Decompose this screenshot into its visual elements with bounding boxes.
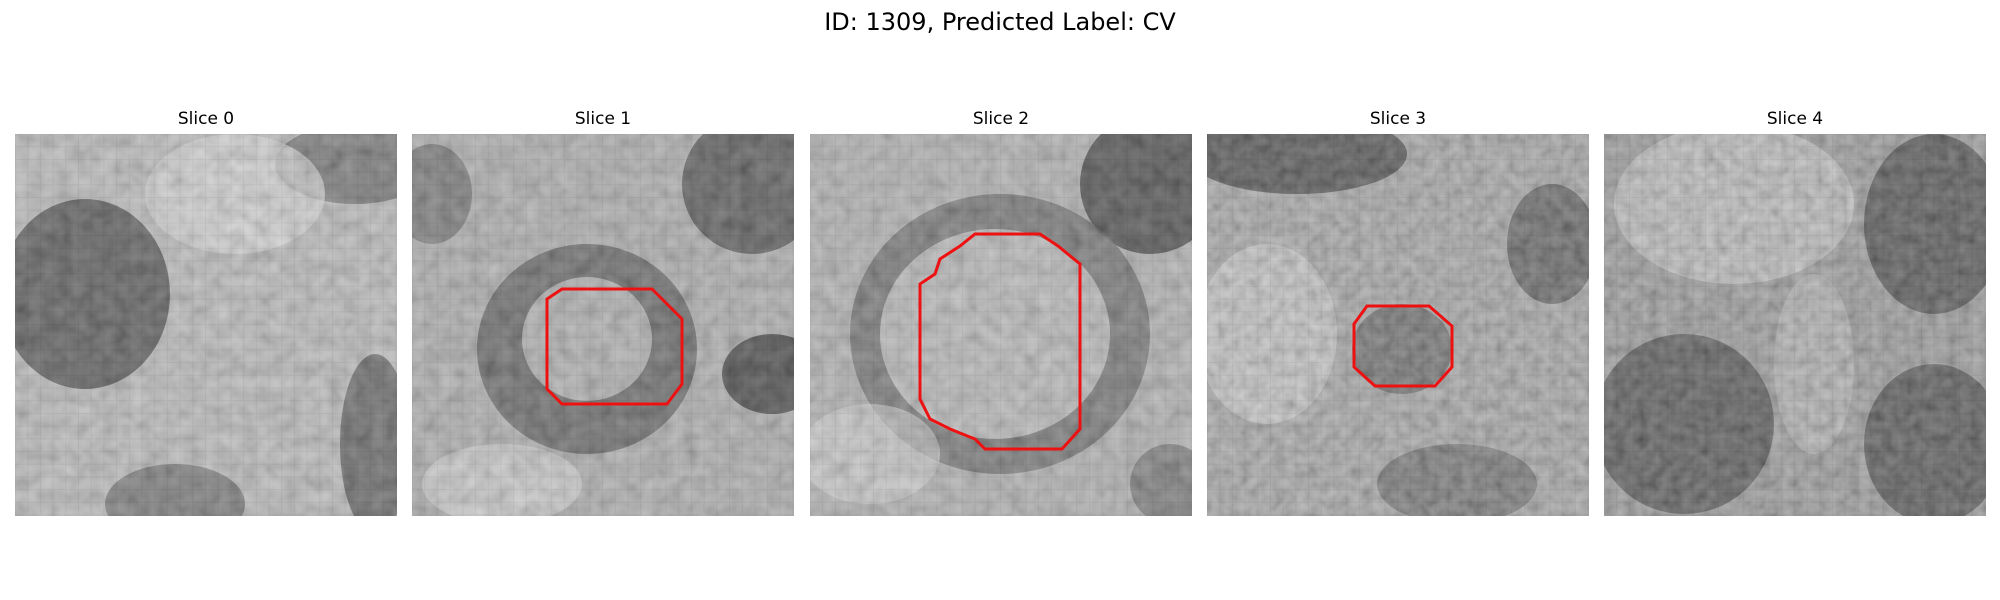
slice-image-2 (810, 134, 1192, 516)
slice-panel-3: Slice 3 (1207, 108, 1589, 516)
slice-image-1 (412, 134, 794, 516)
slice-panel-4: Slice 4 (1604, 108, 1986, 516)
slice-panel-2: Slice 2 (810, 108, 1192, 516)
slice-title: Slice 4 (1766, 109, 1824, 129)
slice-panel-0: Slice 0 (15, 108, 397, 516)
roi-contour (545, 287, 684, 406)
roi-contour (1352, 304, 1454, 388)
slice-image-4 (1604, 134, 1986, 516)
slice-title: Slice 1 (574, 109, 632, 129)
slice-title: Slice 0 (177, 109, 235, 129)
slice-image-3 (1207, 134, 1589, 516)
roi-contour (918, 232, 1082, 451)
slice-image-0 (15, 134, 397, 516)
figure-title: ID: 1309, Predicted Label: CV (824, 8, 1176, 36)
slice-title: Slice 2 (972, 109, 1030, 129)
slice-panel-1: Slice 1 (412, 108, 794, 516)
slice-title: Slice 3 (1369, 109, 1427, 129)
